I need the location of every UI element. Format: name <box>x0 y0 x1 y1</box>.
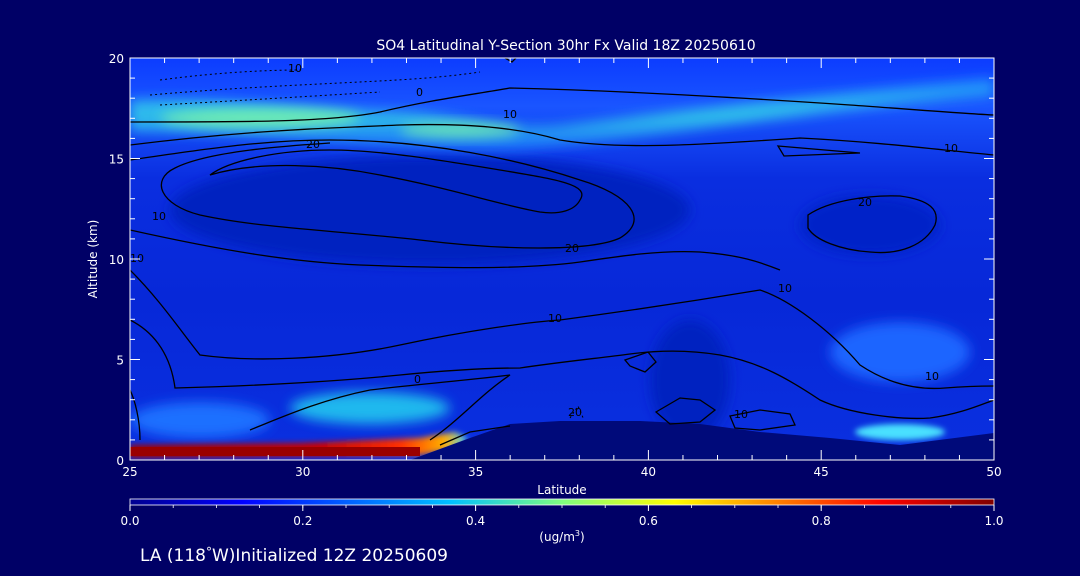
contour-line <box>654 397 717 425</box>
contour-label: 10 <box>734 408 748 421</box>
footer-degree: ° <box>206 545 212 559</box>
field-low-core-east <box>800 195 940 255</box>
colorbar-tick-label: 1.0 <box>984 514 1003 528</box>
contour-line <box>729 409 796 431</box>
field-mid-left <box>290 392 450 424</box>
contour-label: 10 <box>548 312 562 325</box>
contour-label: 20 <box>306 138 320 151</box>
plot-area <box>130 58 994 460</box>
contour-line <box>776 145 861 157</box>
colorbar-tick-label: 0.6 <box>639 514 658 528</box>
field-center-dark <box>650 320 730 440</box>
x-tick-label: 35 <box>468 465 483 479</box>
x-tick-label: 25 <box>122 465 137 479</box>
contour-line <box>130 139 635 249</box>
contours <box>130 58 994 446</box>
colorbar-gradient <box>129 498 995 506</box>
field-east-surface <box>855 424 945 440</box>
contour-line-dashed <box>149 71 481 96</box>
field-upper-peak-2 <box>400 122 520 138</box>
colorbar-unit-suffix: ) <box>580 530 585 544</box>
contour-label: 10 <box>925 370 939 383</box>
contour-label: 10 <box>778 282 792 295</box>
contour-label: 10 <box>944 142 958 155</box>
field-mid-west <box>130 402 270 438</box>
contour-line <box>249 374 511 441</box>
x-tick-label: 45 <box>814 465 829 479</box>
contour-label: 10 <box>152 210 166 223</box>
colorbar-unit-prefix: (ug/m <box>539 530 575 544</box>
footer-location-suffix: W)Initialized 12Z 20250609 <box>212 546 448 566</box>
y-tick-label: 20 <box>109 52 124 66</box>
contour-label: 10 <box>288 62 302 75</box>
contour-label: 20 <box>565 242 579 255</box>
x-tick-label: 40 <box>641 465 656 479</box>
contour-line <box>504 58 517 63</box>
colorbar-ticks: 0.0 0.2 0.4 0.6 0.8 1.0 <box>120 505 1004 528</box>
x-tick-label: 50 <box>986 465 1001 479</box>
contour-label: 0 <box>414 373 421 386</box>
colorbar: 0.0 0.2 0.4 0.6 0.8 1.0 (ug/m3) <box>120 498 1004 544</box>
contour-line <box>130 269 994 390</box>
contour-line <box>130 319 994 419</box>
footer-location-prefix: LA (118 <box>140 546 206 566</box>
terrain <box>410 421 994 460</box>
contour-label: 0 <box>416 86 423 99</box>
y-tick-label: 15 <box>109 153 124 167</box>
y-axis: 0 5 10 15 20 <box>109 52 994 468</box>
y-axis-label: Altitude (km) <box>86 220 100 299</box>
contour-line <box>623 351 657 373</box>
y-tick-label: 5 <box>116 354 124 368</box>
colorbar-tick-label: 0.8 <box>812 514 831 528</box>
x-axis: 25 30 35 40 45 50 <box>122 58 1002 479</box>
chart-title: SO4 Latitudinal Y-Section 30hr Fx Valid … <box>376 38 755 54</box>
colorbar-tick-label: 0.0 <box>120 514 139 528</box>
field-upper-band <box>130 78 994 152</box>
contour-line <box>209 149 583 214</box>
y-tick-label: 10 <box>109 253 124 267</box>
colorbar-unit: (ug/m3) <box>539 529 584 544</box>
contour-line-dashed <box>159 69 301 81</box>
contour-line <box>807 195 937 254</box>
contour-line <box>130 389 141 441</box>
field-surface-plume-core <box>130 447 420 456</box>
contour-line-dashed <box>159 91 381 106</box>
colorbar-unit-sup: 3 <box>575 529 580 538</box>
contour-line <box>439 425 511 446</box>
contour-line <box>130 229 781 271</box>
y-tick-label: 0 <box>116 454 124 468</box>
colorbar-tick-label: 0.4 <box>466 514 485 528</box>
field-upper-peak <box>160 108 360 128</box>
colorbar-tick-label: 0.2 <box>293 514 312 528</box>
field-mid-right <box>830 322 970 382</box>
contour-label: 10 <box>503 108 517 121</box>
x-axis-label: Latitude <box>537 483 586 497</box>
contour-line <box>130 123 994 156</box>
x-tick-label: 30 <box>295 465 310 479</box>
footer-location: LA (118°W)Initialized 12Z 20250609 <box>140 545 448 566</box>
contour-label: 20 <box>568 406 582 419</box>
contour-label: 20 <box>858 196 872 209</box>
contour-line <box>130 87 994 123</box>
field-low-core <box>170 155 690 265</box>
